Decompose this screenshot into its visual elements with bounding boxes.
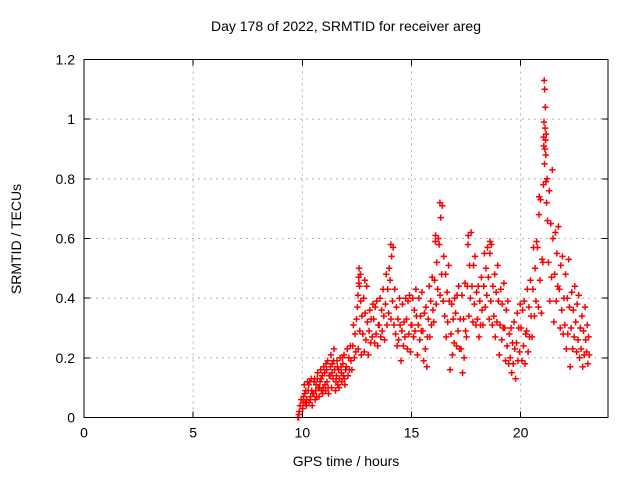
chart-title: Day 178 of 2022, SRMTID for receiver are… [210,18,481,34]
y-tick-label: 1 [67,111,75,127]
scatter-points [294,77,593,421]
y-tick-label: 0.8 [56,171,76,187]
x-tick-label: 15 [404,425,420,441]
x-tick-label: 5 [189,425,197,441]
y-axis-label: SRMTID / TECUs [8,183,24,295]
y-tick-label: 0 [67,410,75,426]
x-tick-label: 10 [295,425,311,441]
x-axis-label: GPS time / hours [292,453,400,469]
x-tick-label: 0 [80,425,88,441]
y-tick-label: 0.4 [56,290,76,306]
y-tick-label: 0.2 [56,350,76,366]
x-tick-label: 20 [513,425,529,441]
y-tick-label: 1.2 [56,52,76,68]
y-tick-label: 0.6 [56,231,76,247]
